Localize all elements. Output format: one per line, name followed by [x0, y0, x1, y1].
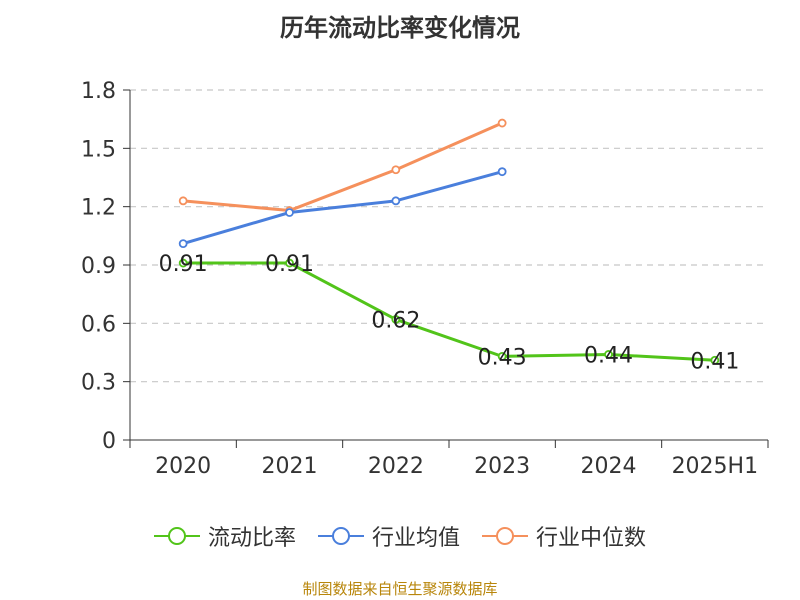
legend-item-industry-median[interactable]: 行业中位数 [482, 520, 646, 552]
legend-item-industry-mean[interactable]: 行业均值 [317, 520, 460, 552]
data-point [178, 196, 188, 206]
y-tick-label: 1.2 [81, 196, 116, 221]
chart-title: 历年流动比率变化情况 [280, 14, 520, 42]
data-label: 0.43 [478, 345, 527, 370]
x-tick-label: 2025H1 [672, 454, 759, 479]
legend-item-current-ratio[interactable]: 流动比率 [153, 520, 296, 552]
legend-swatch-industry-mean [317, 527, 364, 545]
data-point [391, 315, 401, 324]
x-tick-label: 2022 [368, 454, 424, 479]
y-tick-label: 0.9 [81, 254, 116, 279]
y-tick-label: 1.5 [81, 137, 116, 162]
data-point [285, 208, 294, 217]
x-tick-label: 2020 [155, 454, 211, 479]
y-tick-label: 0 [102, 429, 116, 454]
data-label: 0.62 [371, 308, 420, 333]
legend-label-industry-median: 行业中位数 [536, 526, 647, 551]
y-tick-label: 0.3 [81, 371, 116, 396]
series-line [183, 121, 503, 213]
x-tick-label: 2023 [474, 454, 530, 479]
data-point [391, 196, 401, 206]
source-note: 制图数据来自恒生聚源数据库 [302, 580, 498, 598]
data-point [497, 118, 507, 128]
data-point [710, 355, 720, 365]
data-point [178, 258, 188, 268]
y-tick-label: 0.6 [81, 312, 116, 337]
legend-label-current-ratio: 流动比率 [207, 526, 296, 551]
data-label: 0.41 [690, 349, 739, 374]
data-label: 0.44 [584, 343, 633, 368]
data-point [391, 165, 401, 175]
legend-swatch-current-ratio [153, 527, 200, 545]
x-tick-label: 2021 [262, 454, 318, 479]
data-point [604, 350, 613, 359]
legend: 流动比率 行业均值 行业中位数 [0, 520, 800, 552]
data-point [497, 167, 507, 177]
x-tick-label: 2024 [581, 454, 637, 479]
legend-swatch-industry-median [482, 527, 528, 545]
data-label: 0.91 [265, 252, 314, 277]
data-label: 0.91 [159, 252, 208, 277]
data-point [497, 351, 507, 361]
y-tick-label: 1.8 [81, 79, 116, 104]
series-line [183, 261, 715, 362]
legend-label-industry-mean: 行业均值 [371, 526, 460, 551]
data-point [178, 239, 188, 249]
data-point [285, 258, 294, 268]
series-line [182, 170, 503, 246]
